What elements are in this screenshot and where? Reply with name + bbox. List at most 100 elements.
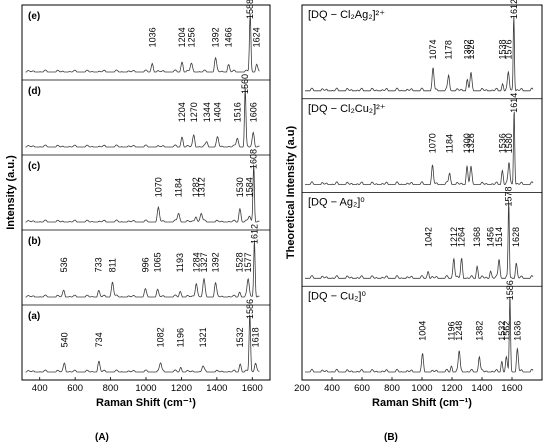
panel-b-peak-label: 1614 xyxy=(509,93,519,113)
panel-b-peak-label: 1042 xyxy=(423,227,433,247)
panel-a-peak-label: 1612 xyxy=(249,224,259,244)
panel-a-xtick-label: 600 xyxy=(67,383,83,394)
panel-a: 400 600 800 1000 1200 1400 1600 Raman Shift (cm… xyxy=(5,0,271,409)
panel-b-peak-label: 1576 xyxy=(503,39,513,59)
panel-b-subplot-title: [DQ − Ag₂]⁰ xyxy=(308,197,365,209)
panel-a-peak-label: 1184 xyxy=(174,178,184,197)
panel-b-xtick-label: 1400 xyxy=(471,383,492,394)
panel-a-peak-label: 1586 xyxy=(245,299,255,319)
panel-b-peak-label: 1456 xyxy=(485,227,495,247)
panel-b-peak-label: 1580 xyxy=(504,133,514,153)
panel-b-spectrum-line xyxy=(305,296,534,373)
panel-a-peak-label: 1270 xyxy=(189,102,199,122)
panel-a-peak-label: 1196 xyxy=(176,328,186,347)
panel-a-peak-label: 540 xyxy=(60,332,70,347)
panel-b-peak-label: 1196 xyxy=(446,321,456,340)
panel-b-xtick-label: 600 xyxy=(354,383,370,394)
panel-b-peak-label: 1004 xyxy=(418,321,428,341)
panel-b-peak-label: 1628 xyxy=(511,227,521,247)
panel-b-ylabel: Theoretical Intensity (a.u) xyxy=(285,126,297,260)
panel-b-peak-label: 1636 xyxy=(512,321,522,341)
panel-b-xtick-label: 1000 xyxy=(411,383,432,394)
panel-b-peak-label: 1248 xyxy=(454,321,464,341)
panel-b-spectrum-line xyxy=(305,111,534,185)
panel-a-spectrum-line xyxy=(25,86,260,148)
panel-a-peak-label: 734 xyxy=(94,332,104,347)
panel-b-peak-label: 1368 xyxy=(472,227,482,247)
panel-a-peak-label: 733 xyxy=(94,257,104,272)
panel-a-peak-label: 1532 xyxy=(235,327,245,347)
panel-a-peak-label: 1392 xyxy=(210,252,220,272)
panel-a-peak-label: 811 xyxy=(108,258,118,272)
panel-b-xtick-label: 1600 xyxy=(501,383,522,394)
panel-b-peak-label: 1070 xyxy=(428,133,438,153)
panel-b-xtick-label: 1200 xyxy=(441,383,462,394)
panel-a-peak-label: 1530 xyxy=(235,177,245,197)
panel-a-peak-label: 1404 xyxy=(213,102,223,122)
panel-a-peak-label: 1392 xyxy=(210,27,220,47)
panel-a-peak-label: 1282 xyxy=(191,177,201,197)
panel-b-peak-label: 1074 xyxy=(428,39,438,59)
panel-a-spectrum-line xyxy=(25,240,260,298)
panel-a-peak-label: 1256 xyxy=(186,27,196,47)
panel-a-peak-label: 1036 xyxy=(147,27,157,47)
panel-a-peak-label: 1528 xyxy=(235,252,245,272)
panel-b-peak-label: 1326 xyxy=(466,133,476,153)
panel-a-peak-label: 996 xyxy=(140,257,150,272)
panel-a-subplot-label: (d) xyxy=(28,86,41,97)
panel-b-peak-label: 1562 xyxy=(501,321,511,341)
panel-b-spectrum-line xyxy=(305,16,534,92)
panel-a-peak-label: 1327 xyxy=(199,252,209,272)
panel-b-subplot-title: [DQ − Cl₂Ag₂]²⁺ xyxy=(308,9,385,21)
panel-a-peak-label: 1606 xyxy=(248,102,258,122)
panel-a-peak-label: 1516 xyxy=(232,102,242,122)
panel-b-spectrum-line xyxy=(305,200,534,279)
panel-a-peak-label: 1193 xyxy=(175,253,185,272)
panel-a-peak-label: 1284 xyxy=(191,252,201,272)
panel-a-peak-label: 1624 xyxy=(252,27,262,47)
panel-a-spectrum-line xyxy=(25,314,260,373)
panel-b-peak-label: 1178 xyxy=(444,40,454,59)
panel-b-subplot-title: [DQ − Cl₂Cu₂]²⁺ xyxy=(308,103,386,115)
panel-b: 200 400 600 800 1000 1200 1400 1600 Raman Shift … xyxy=(285,0,543,409)
panel-a-subplot-label: (c) xyxy=(28,161,40,172)
panel-a-peak-label: 1466 xyxy=(224,27,234,47)
panel-a-peak-label: 1608 xyxy=(249,149,259,169)
panel-b-xtick-label: 200 xyxy=(294,383,310,394)
panel-a-xtick-label: 800 xyxy=(103,383,119,394)
panel-a-peak-label: 1065 xyxy=(153,252,163,272)
panel-b-xtick-label: 400 xyxy=(324,383,340,394)
panel-b-peak-label: 1532 xyxy=(497,321,507,341)
panel-b-peak-label: 1326 xyxy=(466,39,476,59)
panel-b-peak-label: 1536 xyxy=(497,133,507,153)
panel-b-peak-label: 1184 xyxy=(445,134,455,153)
panel-a-peak-label: 1204 xyxy=(177,27,187,47)
panel-a-peak-label: 1204 xyxy=(177,102,187,122)
panel-a-peak-label: 1312 xyxy=(196,177,206,197)
panel-a-xlabel: Raman Shift (cm⁻¹) xyxy=(96,397,196,409)
panel-b-peak-label: 1212 xyxy=(449,227,459,247)
panel-a-peak-label: 1082 xyxy=(156,327,166,347)
panel-a-peak-label: 1618 xyxy=(251,327,261,347)
panel-b-peak-label: 1538 xyxy=(498,39,508,59)
panel-a-xtick-label: 400 xyxy=(32,383,48,394)
panel-a-xtick-label: 1000 xyxy=(135,383,156,394)
panel-a-peak-label: 536 xyxy=(59,257,69,272)
panel-a-spectrum-line xyxy=(25,164,260,223)
panel-b-xlabel: Raman Shift (cm⁻¹) xyxy=(372,397,472,409)
panel-a-peak-label: 1560 xyxy=(240,74,250,94)
panel-b-peak-label: 1578 xyxy=(504,186,514,206)
panel-a-xtick-label: 1600 xyxy=(242,383,263,394)
panel-b-peak-label: 1514 xyxy=(494,227,504,247)
panel-a-ylabel: Intensity (a.u.) xyxy=(5,155,17,230)
panel-a-subplot-label: (a) xyxy=(28,311,40,322)
panel-a-subplot-label: (b) xyxy=(28,236,41,247)
panel-b-subplot-title: [DQ − Cu₂]⁰ xyxy=(308,290,366,302)
panel-a-frame xyxy=(21,4,271,381)
panel-b-peak-label: 1382 xyxy=(474,321,484,341)
panel-a-xtick-label: 1400 xyxy=(206,383,227,394)
panel-a-subplot-label: (e) xyxy=(28,11,40,22)
panel-a-peak-label: 1344 xyxy=(202,102,212,122)
panel-b-peak-label: 1302 xyxy=(462,39,472,59)
